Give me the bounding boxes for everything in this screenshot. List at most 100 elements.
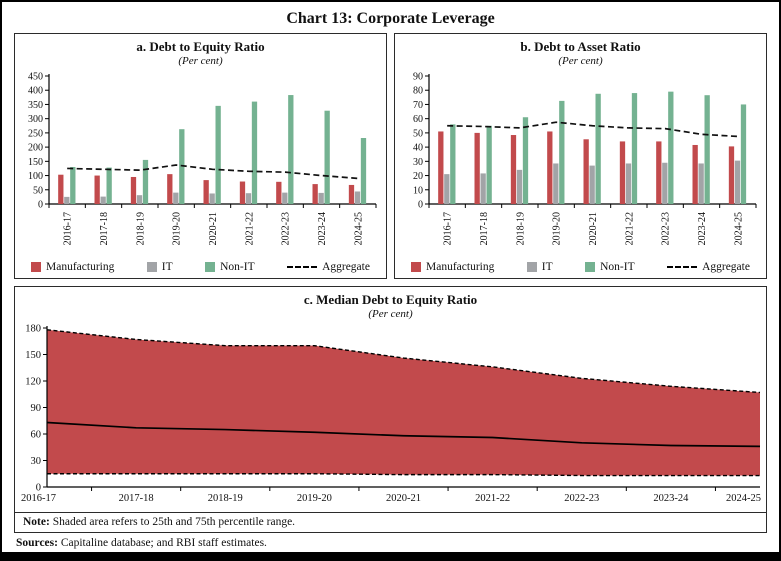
aggregate-dash-icon [287, 266, 318, 268]
svg-text:70: 70 [413, 100, 423, 111]
svg-text:0: 0 [35, 482, 40, 493]
svg-text:30: 30 [413, 156, 423, 167]
svg-text:2020-21: 2020-21 [386, 493, 421, 504]
panel-b-subtitle: (Per cent) [558, 54, 603, 67]
manufacturing-swatch [411, 262, 421, 272]
svg-text:60: 60 [413, 114, 423, 125]
svg-text:0: 0 [418, 199, 423, 210]
svg-text:2019-20: 2019-20 [551, 212, 562, 245]
non-it-swatch [205, 262, 216, 272]
svg-text:200: 200 [28, 142, 43, 153]
panel-b-title: b. Debt to Asset Ratio [520, 39, 641, 54]
svg-text:50: 50 [413, 128, 423, 139]
legend-item-manufacturing: Manufacturing [31, 261, 114, 273]
svg-text:2016-17: 2016-17 [62, 212, 73, 245]
panel-c-title: c. Median Debt to Equity Ratio [303, 292, 478, 307]
it-swatch [146, 262, 157, 272]
svg-text:150: 150 [28, 156, 43, 167]
note-row: Note: Shaded area refers to 25th and 75t… [15, 512, 766, 532]
svg-text:100: 100 [28, 171, 43, 182]
legend-label: Aggregate [322, 261, 370, 273]
svg-text:50: 50 [33, 185, 43, 196]
svg-text:2024-25: 2024-25 [726, 493, 761, 504]
svg-text:60: 60 [30, 429, 41, 440]
note-label: Note: [23, 516, 50, 528]
svg-text:40: 40 [413, 142, 423, 153]
svg-text:0: 0 [38, 199, 43, 210]
svg-text:2020-21: 2020-21 [588, 212, 599, 245]
legend-label: Non-IT [220, 261, 255, 273]
svg-text:2024-25: 2024-25 [353, 212, 364, 245]
debt-to-asset-bar-chart: 0 10 20 30 40 50 60 70 80 90 2016-17 2017-18 2018-19… [413, 71, 756, 245]
svg-text:2021-22: 2021-22 [475, 493, 510, 504]
svg-text:2022-23: 2022-23 [660, 212, 671, 245]
legend-item-aggregate: Aggregate [667, 261, 750, 273]
svg-text:20: 20 [413, 171, 423, 182]
top-panels-row: a. Debt to Equity Ratio (Per cent) 0 50 10… [14, 33, 767, 279]
svg-text:2017-18: 2017-18 [99, 212, 110, 245]
svg-text:450: 450 [28, 71, 43, 82]
aggregate-dash-icon [667, 266, 698, 268]
svg-text:2022-23: 2022-23 [280, 212, 291, 245]
legend-item-aggregate: Aggregate [287, 261, 370, 273]
panel-a-subtitle: (Per cent) [178, 54, 223, 67]
svg-text:180: 180 [25, 323, 41, 334]
panel-a-title: a. Debt to Equity Ratio [136, 39, 265, 54]
svg-text:2021-22: 2021-22 [244, 212, 255, 245]
svg-text:2022-23: 2022-23 [564, 493, 599, 504]
svg-text:10: 10 [413, 185, 423, 196]
non-it-swatch [585, 262, 596, 272]
svg-text:2023-24: 2023-24 [653, 493, 689, 504]
legend-label: IT [161, 261, 173, 273]
sources-label: Sources: [16, 537, 58, 549]
svg-text:80: 80 [413, 85, 423, 96]
median-debt-to-equity-area-chart: 0 30 60 90 120 150 180 2016-17 2017-18 2018-19 201… [21, 323, 761, 504]
svg-text:150: 150 [25, 350, 41, 361]
svg-text:2021-22: 2021-22 [624, 212, 635, 245]
legend-item-it: IT [526, 261, 553, 273]
it-swatch [526, 262, 537, 272]
svg-text:2019-20: 2019-20 [171, 212, 182, 245]
bottom-black-bar [2, 552, 779, 559]
manufacturing-swatch [31, 262, 41, 272]
svg-text:300: 300 [28, 114, 43, 125]
panel-debt-to-equity: a. Debt to Equity Ratio (Per cent) 0 50 10… [14, 33, 387, 279]
sources-text: Capitaline database; and RBI staff estim… [57, 537, 267, 549]
svg-text:2017-18: 2017-18 [118, 493, 153, 504]
note-text: Shaded area refers to 25th and 75th perc… [49, 516, 296, 528]
legend-item-non-it: Non-IT [205, 261, 255, 273]
svg-text:2023-24: 2023-24 [697, 212, 708, 245]
panel-debt-to-asset: b. Debt to Asset Ratio (Per cent) 0 10 20 3… [394, 33, 767, 279]
svg-text:2019-20: 2019-20 [296, 493, 331, 504]
svg-text:30: 30 [30, 456, 41, 467]
svg-text:400: 400 [28, 85, 43, 96]
legend-label: Manufacturing [426, 261, 495, 273]
panel-c-subtitle: (Per cent) [368, 307, 413, 320]
svg-text:2018-19: 2018-19 [207, 493, 242, 504]
legend-label: IT [541, 261, 553, 273]
legend-item-non-it: Non-IT [585, 261, 635, 273]
panel-a-legend: Manufacturing IT Non-IT Aggregate [15, 261, 386, 278]
svg-text:2018-19: 2018-19 [515, 212, 526, 245]
svg-text:2016-17: 2016-17 [442, 212, 453, 245]
svg-text:2023-24: 2023-24 [317, 212, 328, 245]
svg-text:90: 90 [30, 403, 41, 414]
legend-label: Manufacturing [46, 261, 115, 273]
svg-text:250: 250 [28, 128, 43, 139]
legend-item-it: IT [146, 261, 173, 273]
sources-row: Sources: Capitaline database; and RBI st… [14, 533, 767, 549]
svg-text:120: 120 [25, 376, 41, 387]
svg-text:2017-18: 2017-18 [479, 212, 490, 245]
legend-label: Non-IT [600, 261, 635, 273]
svg-text:90: 90 [413, 71, 423, 82]
figure-title: Chart 13: Corporate Leverage [286, 10, 495, 27]
svg-text:2020-21: 2020-21 [208, 212, 219, 245]
svg-text:2018-19: 2018-19 [135, 212, 146, 245]
panel-b-legend: Manufacturing IT Non-IT Aggregate [395, 261, 766, 278]
svg-text:2024-25: 2024-25 [733, 212, 744, 245]
svg-text:2016-17: 2016-17 [21, 493, 56, 504]
legend-label: Aggregate [702, 261, 750, 273]
panel-median-debt-to-equity: c. Median Debt to Equity Ratio (Per cent… [14, 286, 767, 533]
legend-item-manufacturing: Manufacturing [411, 261, 494, 273]
